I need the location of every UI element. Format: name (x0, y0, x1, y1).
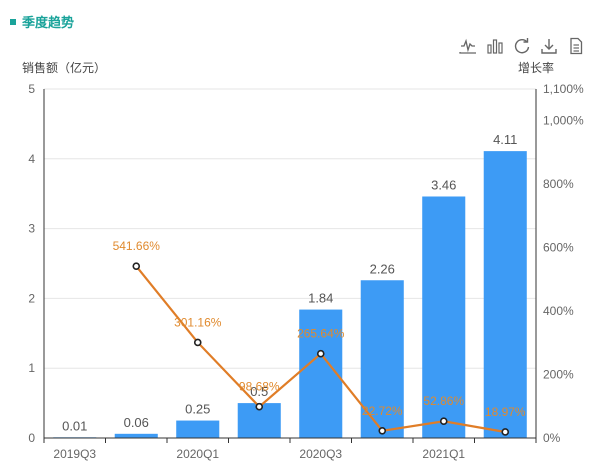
left-axis-tick-label: 0 (28, 431, 35, 445)
growth-point (439, 417, 448, 426)
growth-value-label: 98.68% (239, 380, 280, 394)
left-axis-tick-label: 4 (28, 152, 35, 166)
growth-value-label: 18.97% (485, 405, 526, 419)
bar (299, 309, 343, 438)
bars-layer (53, 151, 527, 439)
growth-value-label: 52.86% (423, 394, 464, 408)
title-marker (10, 18, 16, 25)
right-axis-tick-label: 400% (543, 304, 574, 318)
growth-value-label: 541.66% (113, 239, 161, 253)
bar (483, 151, 527, 438)
growth-point (316, 349, 325, 358)
download-icon[interactable] (539, 36, 559, 56)
bar-value-label: 3.46 (431, 177, 456, 192)
right-axis-tick-label: 800% (543, 177, 574, 191)
bar-value-label: 0.25 (185, 402, 210, 417)
bar (114, 433, 158, 438)
right-axis-tick-label: 600% (543, 241, 574, 255)
line-chart-icon[interactable] (458, 36, 478, 56)
growth-point (132, 262, 141, 270)
growth-point (255, 402, 264, 411)
x-axis-tick-label: 2019Q3 (53, 447, 96, 461)
chart-toolbar (458, 36, 586, 56)
bar-value-label: 2.26 (370, 261, 395, 276)
left-axis-tick-label: 2 (28, 291, 35, 305)
x-axis-tick-label: 2020Q3 (299, 447, 342, 461)
growth-value-label: 301.16% (174, 315, 222, 329)
left-axis-tick-label: 5 (28, 82, 35, 96)
refresh-icon[interactable] (512, 36, 532, 56)
bar-value-label: 0.01 (62, 418, 87, 433)
line-layer (132, 262, 510, 436)
growth-value-label: 265.64% (297, 327, 345, 341)
right-axis-tick-label: 1,000% (543, 114, 584, 128)
bar-value-label: 4.11 (493, 132, 517, 147)
chart-header: 季度趋势 (10, 12, 74, 31)
axis-layer: 0 1 2 3 4 5 0% 200% 400% 600% 800% 1,000% 1,100% 2019… (28, 82, 584, 461)
left-axis-tick-label: 3 (28, 222, 35, 236)
bar-value-label: 0.06 (124, 415, 149, 430)
labels-layer: 0.01 0.06 0.25 0.5 1.84 2.26 3.46 4.11 541.66% 30… (62, 132, 526, 433)
bar-value-label: 1.84 (308, 291, 333, 306)
right-axis-tick-label: 1,100% (543, 82, 584, 96)
bar-value-label: 0.5 (250, 384, 268, 399)
data-view-icon[interactable] (566, 36, 586, 56)
growth-point (378, 426, 387, 435)
growth-point (193, 338, 202, 347)
right-axis-tick-label: 0% (543, 431, 561, 445)
right-axis-tick-label: 200% (543, 368, 574, 382)
bar (422, 196, 466, 438)
chart-title: 季度趋势 (22, 15, 75, 30)
growth-value-label: 22.72% (362, 404, 403, 418)
growth-point (501, 428, 510, 436)
left-axis-tick-label: 1 (28, 361, 35, 375)
right-axis-title: 增长率 (518, 60, 554, 75)
x-axis-tick-label: 2020Q1 (176, 447, 219, 461)
left-axis-title: 销售额（亿元） (22, 60, 106, 75)
bar-chart-icon[interactable] (485, 36, 505, 56)
bar (176, 420, 220, 438)
x-axis-tick-label: 2021Q1 (422, 447, 465, 461)
